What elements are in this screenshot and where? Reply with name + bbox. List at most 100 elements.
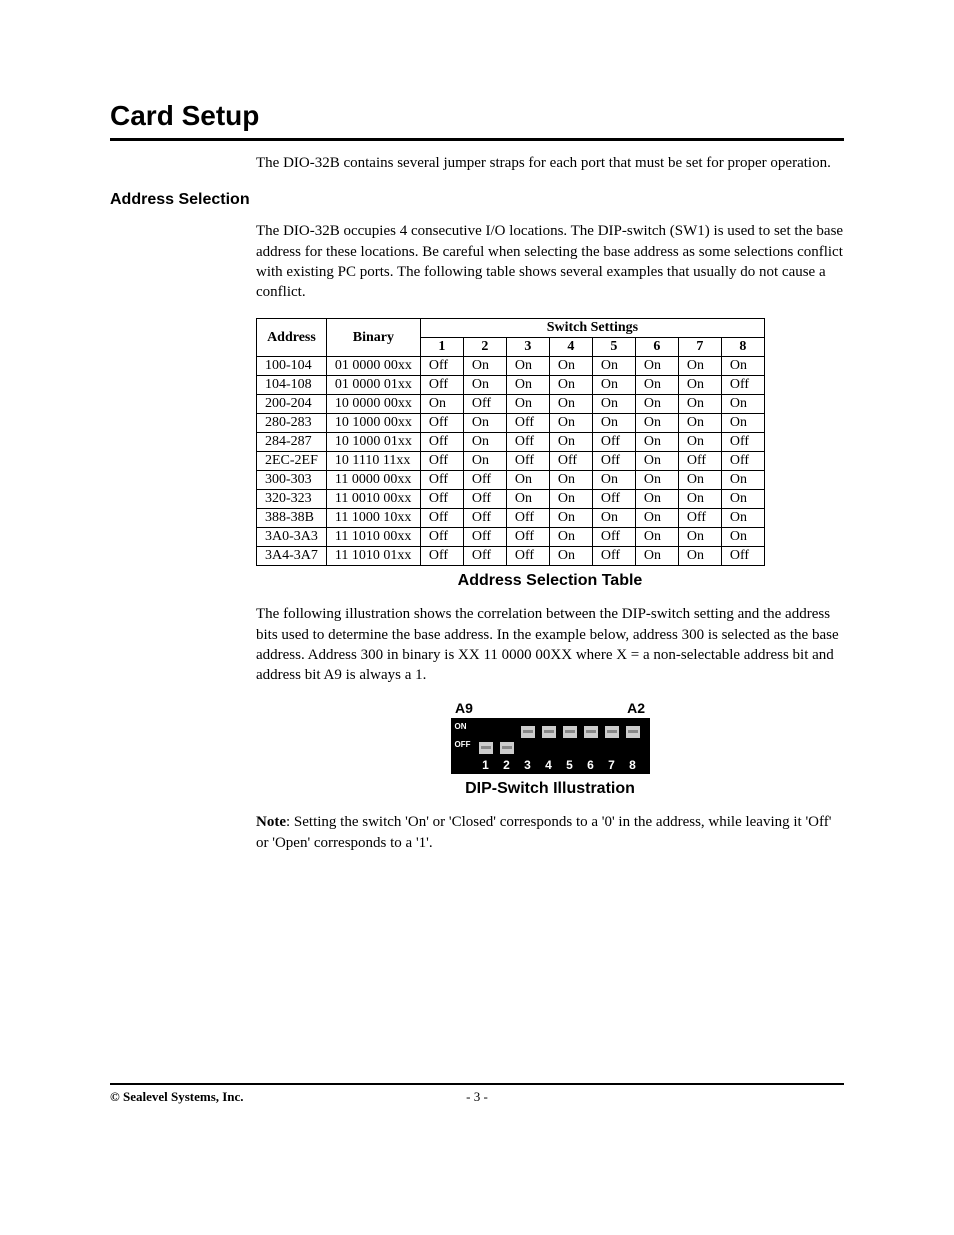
- cell-binary: 11 0010 00xx: [326, 490, 420, 509]
- cell-switch: Off: [506, 547, 549, 566]
- cell-switch: Off: [721, 376, 764, 395]
- switch-num-header: 2: [463, 338, 506, 357]
- cell-switch: On: [592, 395, 635, 414]
- cell-switch: Off: [721, 452, 764, 471]
- cell-switch: Off: [721, 547, 764, 566]
- cell-switch: On: [678, 471, 721, 490]
- page-footer: © Sealevel Systems, Inc. - 3 -: [110, 1083, 844, 1105]
- cell-switch: Off: [506, 414, 549, 433]
- cell-address: 280-283: [257, 414, 327, 433]
- cell-switch: Off: [506, 509, 549, 528]
- cell-switch: Off: [592, 528, 635, 547]
- dip-off-label: OFF: [455, 740, 471, 749]
- cell-switch: Off: [506, 452, 549, 471]
- dip-rocker: [563, 726, 577, 738]
- cell-switch: On: [463, 376, 506, 395]
- table-row: 284-28710 1000 01xxOffOnOffOnOffOnOnOff: [257, 433, 765, 452]
- cell-switch: Off: [678, 509, 721, 528]
- cell-switch: Off: [420, 471, 463, 490]
- cell-switch: On: [635, 357, 678, 376]
- cell-address: 100-104: [257, 357, 327, 376]
- table-row: 300-30311 0000 00xxOffOffOnOnOnOnOnOn: [257, 471, 765, 490]
- cell-switch: On: [592, 509, 635, 528]
- note-label: Note: [256, 814, 286, 830]
- dip-rocker: [521, 726, 535, 738]
- cell-switch: On: [635, 414, 678, 433]
- dip-switch-body: ON OFF 12345678: [451, 718, 650, 774]
- dip-slot: [519, 724, 537, 756]
- cell-switch: On: [549, 357, 592, 376]
- dip-number: 1: [477, 758, 495, 772]
- cell-switch: On: [592, 414, 635, 433]
- cell-switch: On: [678, 433, 721, 452]
- dip-number: 8: [624, 758, 642, 772]
- cell-switch: On: [463, 414, 506, 433]
- dip-label-a9: A9: [455, 700, 473, 716]
- footer-copyright: © Sealevel Systems, Inc.: [110, 1089, 244, 1104]
- switch-num-header: 1: [420, 338, 463, 357]
- cell-switch: On: [635, 528, 678, 547]
- cell-switch: On: [506, 471, 549, 490]
- cell-switch: Off: [721, 433, 764, 452]
- cell-switch: Off: [420, 376, 463, 395]
- cell-switch: On: [635, 376, 678, 395]
- cell-switch: On: [549, 528, 592, 547]
- table-caption: Address Selection Table: [256, 572, 844, 590]
- cell-switch: On: [721, 509, 764, 528]
- dip-on-label: ON: [455, 722, 467, 731]
- cell-switch: On: [678, 357, 721, 376]
- cell-switch: On: [463, 452, 506, 471]
- correlation-paragraph: The following illustration shows the cor…: [256, 604, 844, 685]
- section-heading-address: Address Selection: [110, 191, 844, 209]
- cell-switch: On: [506, 357, 549, 376]
- dip-number: 6: [582, 758, 600, 772]
- cell-switch: On: [506, 376, 549, 395]
- cell-switch: On: [635, 452, 678, 471]
- cell-binary: 10 0000 00xx: [326, 395, 420, 414]
- dip-slot: [498, 724, 516, 756]
- table-row: 3A4-3A711 1010 01xxOffOffOffOnOffOnOnOff: [257, 547, 765, 566]
- cell-switch: On: [549, 547, 592, 566]
- cell-address: 284-287: [257, 433, 327, 452]
- cell-address: 2EC-2EF: [257, 452, 327, 471]
- dip-number: 3: [519, 758, 537, 772]
- dip-rocker: [605, 726, 619, 738]
- cell-binary: 01 0000 01xx: [326, 376, 420, 395]
- cell-binary: 01 0000 00xx: [326, 357, 420, 376]
- cell-binary: 10 1000 01xx: [326, 433, 420, 452]
- cell-switch: Off: [463, 471, 506, 490]
- cell-switch: On: [549, 471, 592, 490]
- cell-address: 200-204: [257, 395, 327, 414]
- page-title: Card Setup: [110, 100, 844, 141]
- cell-switch: Off: [420, 433, 463, 452]
- cell-address: 3A4-3A7: [257, 547, 327, 566]
- cell-switch: Off: [420, 509, 463, 528]
- col-switch-settings: Switch Settings: [420, 319, 764, 338]
- cell-switch: On: [678, 395, 721, 414]
- switch-num-header: 3: [506, 338, 549, 357]
- dip-caption: DIP-Switch Illustration: [256, 780, 844, 798]
- dip-rocker: [479, 742, 493, 754]
- cell-switch: Off: [678, 452, 721, 471]
- dip-number: 2: [498, 758, 516, 772]
- note-paragraph: Note: Setting the switch 'On' or 'Closed…: [256, 812, 844, 853]
- cell-switch: On: [549, 433, 592, 452]
- cell-switch: Off: [463, 395, 506, 414]
- intro-paragraph: The DIO-32B contains several jumper stra…: [256, 153, 844, 173]
- dip-rocker: [584, 726, 598, 738]
- dip-switch-illustration: A9 A2 ON OFF 12345678: [256, 700, 844, 774]
- cell-switch: On: [549, 414, 592, 433]
- cell-switch: Off: [506, 433, 549, 452]
- cell-switch: Off: [420, 452, 463, 471]
- cell-binary: 11 0000 00xx: [326, 471, 420, 490]
- cell-switch: On: [721, 490, 764, 509]
- cell-switch: On: [592, 376, 635, 395]
- cell-switch: On: [678, 528, 721, 547]
- dip-slot: [540, 724, 558, 756]
- dip-rocker: [542, 726, 556, 738]
- cell-switch: Off: [592, 452, 635, 471]
- dip-number: 5: [561, 758, 579, 772]
- cell-switch: On: [549, 395, 592, 414]
- table-row: 280-28310 1000 00xxOffOnOffOnOnOnOnOn: [257, 414, 765, 433]
- cell-switch: On: [592, 471, 635, 490]
